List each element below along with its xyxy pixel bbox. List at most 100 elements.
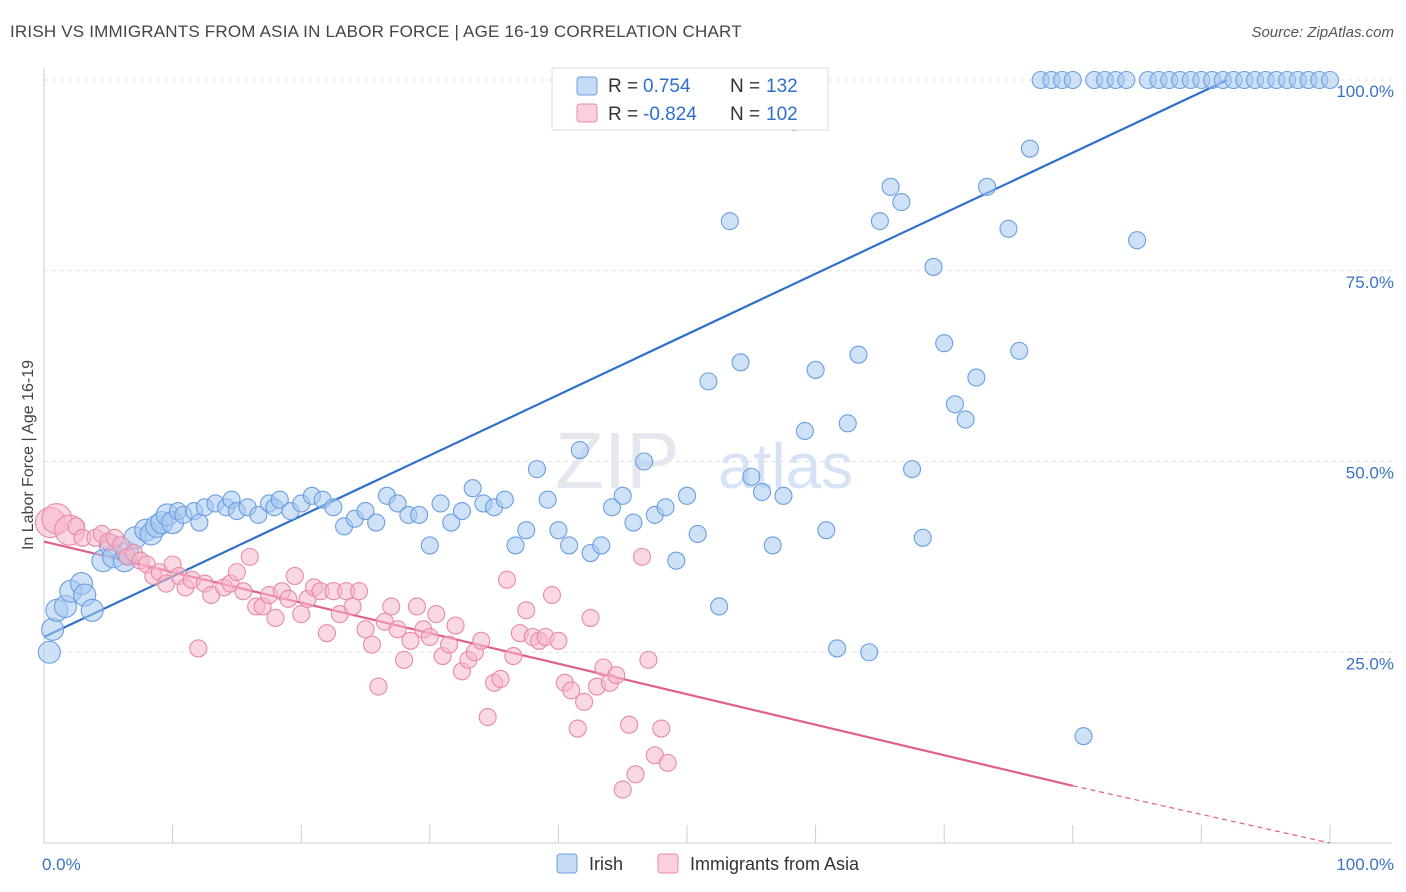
point-asia-67 [491, 669, 510, 689]
point-asia-69 [504, 647, 523, 666]
point-asia-32 [266, 608, 285, 627]
point-irish-51 [463, 479, 482, 498]
point-irish-80 [774, 486, 793, 505]
point-irish-71 [677, 486, 697, 505]
point-irish-88 [860, 643, 879, 662]
point-irish-112 [1128, 231, 1147, 250]
point-irish-79 [763, 536, 782, 555]
point-irish-59 [549, 521, 568, 540]
point-asia-78 [562, 681, 581, 700]
point-irish-90 [881, 177, 900, 196]
y-tick-labels: 25.0% 50.0% 75.0% 100.0% [1336, 82, 1394, 673]
x-tick-label-min: 0.0% [42, 855, 81, 874]
point-irish-65 [613, 486, 632, 505]
y-tick-label-1: 50.0% [1346, 464, 1394, 483]
point-asia-64 [472, 631, 491, 650]
legend-r-value-2: -0.824 [643, 104, 697, 125]
point-irish-107 [1074, 727, 1093, 746]
point-asia-80 [575, 692, 594, 711]
x-tick-label-max: 100.0% [1336, 855, 1394, 874]
legend-box: R = 0.754 N = 132 R = -0.824 N = 102 [551, 67, 829, 131]
bottom-legend-label-asia: Immigrants from Asia [690, 854, 860, 874]
point-irish-75 [720, 212, 739, 231]
point-irish-73 [699, 372, 718, 391]
point-irish-48 [431, 494, 450, 513]
point-asia-34 [279, 589, 298, 608]
point-asia-90 [639, 650, 658, 669]
point-irish-44 [388, 494, 407, 513]
point-irish-58 [538, 490, 557, 509]
legend-n-label-1: N = [730, 76, 760, 97]
point-asia-50 [382, 597, 401, 616]
point-asia-89 [632, 547, 652, 566]
watermark: ZIP atlas [555, 416, 853, 505]
point-irish-50 [452, 502, 472, 521]
point-asia-44 [343, 597, 362, 616]
point-irish-97 [956, 410, 975, 429]
point-asia-52 [395, 650, 414, 669]
trend-lines [43, 79, 1331, 844]
point-asia-75 [542, 585, 562, 605]
legend-swatch-irish [576, 76, 598, 96]
point-asia-27 [234, 582, 253, 601]
point-asia-76 [549, 631, 568, 650]
point-irish-70 [667, 551, 686, 570]
point-irish-7 [80, 598, 104, 622]
legend-n-label-2: N = [730, 104, 760, 125]
point-irish-66 [624, 513, 643, 532]
point-irish-74 [710, 597, 729, 616]
point-irish-46 [410, 505, 429, 524]
point-irish-0 [37, 640, 61, 664]
point-asia-54 [407, 597, 426, 616]
legend-r-value-1: 0.754 [643, 76, 691, 97]
point-irish-76 [731, 353, 750, 372]
data-points [34, 70, 1340, 799]
point-irish-87 [849, 345, 868, 364]
point-irish-111 [1117, 70, 1136, 90]
point-irish-101 [1010, 341, 1029, 360]
point-irish-100 [999, 219, 1018, 238]
point-asia-88 [626, 765, 645, 784]
point-asia-79 [568, 719, 587, 738]
point-irish-91 [892, 193, 911, 212]
point-asia-47 [362, 635, 381, 654]
point-irish-96 [945, 395, 964, 414]
trendline-asia [43, 540, 1074, 787]
point-irish-63 [592, 536, 611, 555]
point-irish-83 [806, 360, 825, 379]
point-irish-99 [978, 177, 997, 196]
point-irish-77 [742, 467, 761, 486]
point-irish-41 [356, 502, 375, 521]
point-irish-72 [688, 524, 707, 544]
point-asia-45 [350, 582, 369, 601]
y-tick-label-2: 75.0% [1346, 273, 1394, 292]
point-asia-65 [478, 708, 497, 727]
point-irish-84 [817, 521, 836, 540]
legend-r-label-2: R = [608, 104, 638, 125]
point-irish-61 [570, 441, 589, 460]
point-irish-56 [517, 521, 536, 540]
source-label: Source: ZipAtlas.com [1251, 24, 1394, 41]
point-asia-46 [356, 620, 375, 639]
grid-lines [44, 79, 1392, 653]
point-asia-53 [401, 631, 420, 650]
point-asia-81 [581, 608, 600, 627]
point-asia-36 [292, 605, 311, 624]
y-tick-label-0: 25.0% [1346, 654, 1394, 673]
point-irish-85 [827, 639, 847, 658]
y-tick-label-3: 100.0% [1336, 82, 1394, 101]
bottom-legend-swatch-asia [657, 853, 679, 874]
point-irish-94 [924, 257, 943, 276]
y-axis-label: In Labor Force | Age 16-19 [20, 360, 37, 550]
bottom-legend-swatch-irish [556, 853, 578, 874]
bottom-legend: Irish Immigrants from Asia [556, 853, 860, 874]
point-irish-1 [41, 617, 65, 641]
legend-r-label-1: R = [608, 76, 638, 97]
point-irish-60 [560, 536, 579, 555]
point-irish-47 [420, 536, 439, 555]
point-asia-40 [317, 624, 336, 643]
axes [43, 68, 1392, 844]
point-irish-78 [752, 482, 772, 502]
point-irish-69 [656, 498, 675, 517]
